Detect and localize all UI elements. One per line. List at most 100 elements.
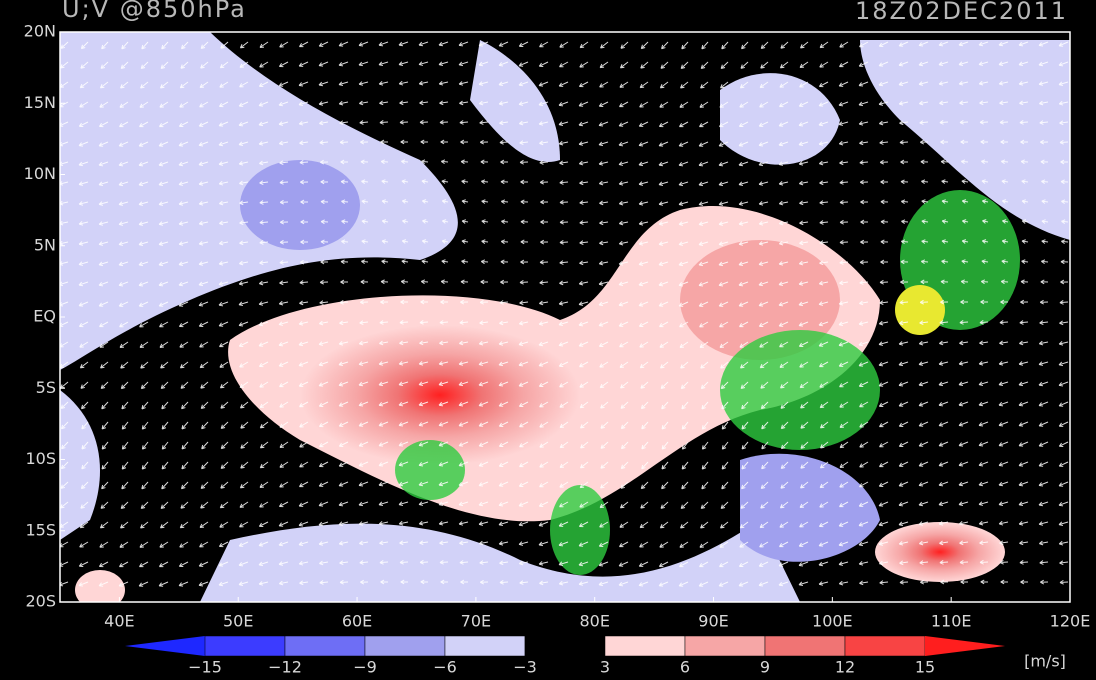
- wind-arrow: [838, 361, 849, 367]
- wind-arrow: [940, 279, 949, 285]
- wind-arrow: [318, 481, 329, 487]
- wind-arrow: [418, 441, 429, 447]
- wind-arrow: [179, 81, 189, 89]
- wind-arrow: [338, 461, 349, 467]
- wind-arrow: [659, 541, 669, 548]
- wind-arrow: [859, 41, 869, 48]
- wind-arrow: [818, 321, 829, 327]
- colorbar-label: 9: [760, 658, 770, 677]
- wind-arrow: [458, 461, 469, 467]
- wind-arrow: [758, 581, 769, 587]
- wind-arrow: [1021, 259, 1029, 264]
- wind-arrow: [919, 579, 929, 585]
- wind-arrow: [319, 560, 329, 566]
- wind-arrow: [559, 481, 569, 488]
- wind-arrow: [779, 81, 789, 88]
- wind-arrow: [998, 381, 1009, 387]
- wind-arrow: [538, 361, 549, 367]
- wind-arrow: [998, 41, 1009, 47]
- wind-arrow: [680, 501, 689, 509]
- wind-arrow: [178, 261, 189, 266]
- wind-arrow: [458, 501, 469, 507]
- wind-arrow: [141, 481, 149, 490]
- wind-arrow: [719, 541, 729, 548]
- wind-arrow: [578, 541, 589, 547]
- wind-arrow: [300, 239, 309, 245]
- wind-arrow: [778, 101, 789, 108]
- wind-arrow: [838, 521, 849, 527]
- wind-arrow: [358, 441, 369, 447]
- wind-arrow: [398, 41, 409, 47]
- wind-arrow: [701, 401, 709, 410]
- wind-arrow: [440, 279, 449, 285]
- wind-arrow: [478, 521, 489, 526]
- wind-arrow: [398, 441, 409, 447]
- wind-arrow: [78, 161, 89, 167]
- wind-arrow: [278, 321, 289, 326]
- wind-arrow: [579, 200, 589, 205]
- wind-arrow: [538, 101, 549, 107]
- wind-arrow: [278, 580, 289, 586]
- wind-arrow: [478, 100, 489, 106]
- wind-arrow: [481, 239, 489, 244]
- wind-arrow: [559, 219, 569, 225]
- wind-arrow: [338, 41, 349, 47]
- wind-arrow: [659, 81, 669, 89]
- wind-arrow: [760, 401, 769, 410]
- wind-arrow: [520, 219, 529, 225]
- wind-arrow: [160, 501, 169, 509]
- wind-arrow: [838, 580, 849, 586]
- wind-arrow: [479, 120, 489, 125]
- wind-arrow: [239, 361, 249, 368]
- wind-arrow: [981, 199, 989, 204]
- wind-arrow: [960, 299, 969, 305]
- wind-arrow: [258, 541, 269, 547]
- wind-arrow: [460, 159, 469, 165]
- wind-arrow: [699, 121, 709, 128]
- wind-arrow: [961, 219, 969, 224]
- wind-arrow: [1058, 341, 1069, 346]
- wind-arrow: [279, 461, 289, 468]
- wind-arrow: [1001, 259, 1009, 264]
- wind-arrow: [478, 401, 489, 407]
- wind-arrow: [158, 141, 169, 147]
- wind-arrow: [100, 381, 109, 390]
- wind-arrow: [918, 521, 929, 526]
- wind-arrow: [598, 301, 609, 307]
- wind-arrow: [759, 101, 769, 108]
- wind-arrow: [1038, 401, 1049, 407]
- wind-arrow: [518, 120, 529, 126]
- wind-arrow: [198, 121, 209, 127]
- wind-arrow: [218, 321, 229, 327]
- wind-arrow: [298, 41, 309, 48]
- wind-arrow: [439, 320, 449, 325]
- wind-arrow: [678, 141, 689, 147]
- wind-arrow: [319, 580, 329, 585]
- wind-arrow: [158, 241, 169, 246]
- wind-arrow: [618, 281, 629, 287]
- wind-arrow: [318, 101, 329, 106]
- wind-arrow: [618, 121, 629, 127]
- wind-arrow: [259, 441, 269, 449]
- wind-arrow: [459, 340, 469, 346]
- wind-arrow: [360, 159, 369, 165]
- wind-arrow: [259, 220, 269, 225]
- wind-arrow: [518, 81, 529, 87]
- wind-arrow: [1058, 421, 1069, 427]
- wind-arrow: [179, 521, 189, 529]
- wind-arrow: [81, 461, 89, 470]
- wind-arrow: [778, 561, 789, 567]
- wind-arrow: [780, 441, 789, 450]
- wind-arrow: [478, 61, 489, 67]
- wind-arrow: [418, 61, 429, 66]
- colorbar-label: 12: [835, 658, 855, 677]
- wind-arrow: [620, 381, 629, 389]
- wind-arrow: [698, 201, 709, 206]
- wind-arrow: [258, 280, 269, 286]
- wind-arrow: [739, 81, 749, 89]
- wind-arrow: [358, 461, 369, 467]
- wind-arrow: [758, 561, 769, 567]
- wind-arrow: [899, 579, 909, 585]
- wind-arrow: [720, 81, 729, 89]
- wind-arrow: [178, 241, 189, 246]
